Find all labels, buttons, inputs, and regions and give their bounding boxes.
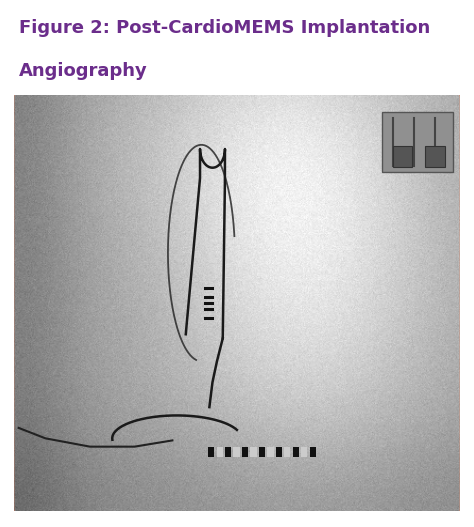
Text: Angiography: Angiography: [19, 62, 148, 80]
Bar: [225, 447, 231, 457]
Bar: [267, 447, 273, 457]
Bar: [284, 447, 291, 457]
Bar: [250, 447, 256, 457]
Bar: [242, 447, 248, 457]
Bar: [208, 447, 214, 457]
Bar: [301, 447, 308, 457]
Bar: [217, 447, 223, 457]
Text: Figure 2: Post-CardioMEMS Implantation: Figure 2: Post-CardioMEMS Implantation: [19, 19, 430, 37]
Bar: [382, 112, 453, 172]
Bar: [276, 447, 282, 457]
Bar: [425, 146, 445, 167]
Bar: [233, 447, 240, 457]
Bar: [292, 447, 299, 457]
Bar: [310, 447, 316, 457]
Bar: [392, 146, 412, 167]
Bar: [259, 447, 265, 457]
